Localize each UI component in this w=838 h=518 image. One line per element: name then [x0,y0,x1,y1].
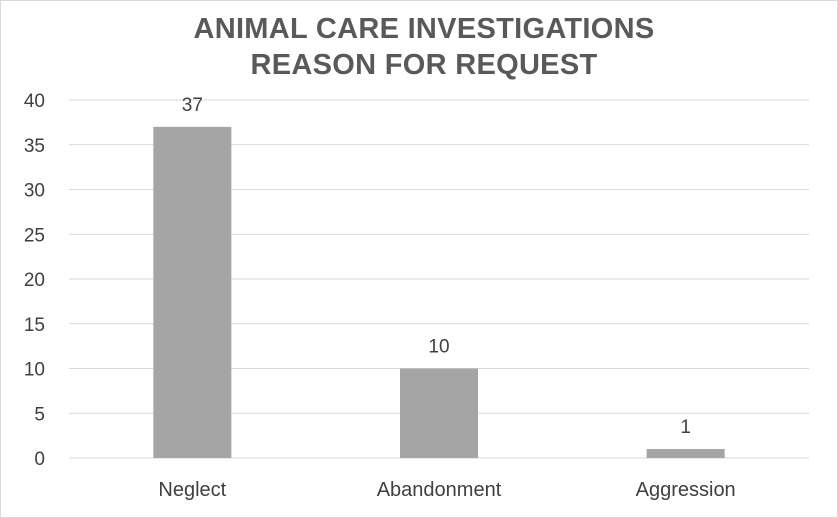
chart-title-line-2: REASON FOR REQUEST [250,49,598,81]
data-label-abandonment: 10 [428,337,449,358]
y-tick-label-0: 0 [34,449,45,470]
bar-abandonment [400,368,478,458]
bar-aggression [646,449,725,458]
y-tick-label-40: 40 [24,91,45,112]
y-tick-label-35: 35 [24,136,45,157]
chart-title-line-1: ANIMAL CARE INVESTIGATIONS [193,13,655,45]
chart-title: ANIMAL CARE INVESTIGATIONS REASON FOR RE… [1,11,838,83]
y-tick-label-10: 10 [24,360,45,381]
x-category-label-aggression: Aggression [636,479,736,501]
x-category-label-abandonment: Abandonment [377,479,502,501]
bar-neglect [153,126,232,458]
data-label-neglect: 37 [182,95,203,116]
y-tick-label-25: 25 [24,225,45,246]
data-label-aggression: 1 [680,417,691,438]
y-tick-label-20: 20 [24,270,45,291]
y-tick-label-15: 15 [24,315,45,336]
y-tick-label-5: 5 [34,404,45,425]
y-tick-label-30: 30 [24,181,45,202]
x-category-label-neglect: Neglect [158,479,226,501]
